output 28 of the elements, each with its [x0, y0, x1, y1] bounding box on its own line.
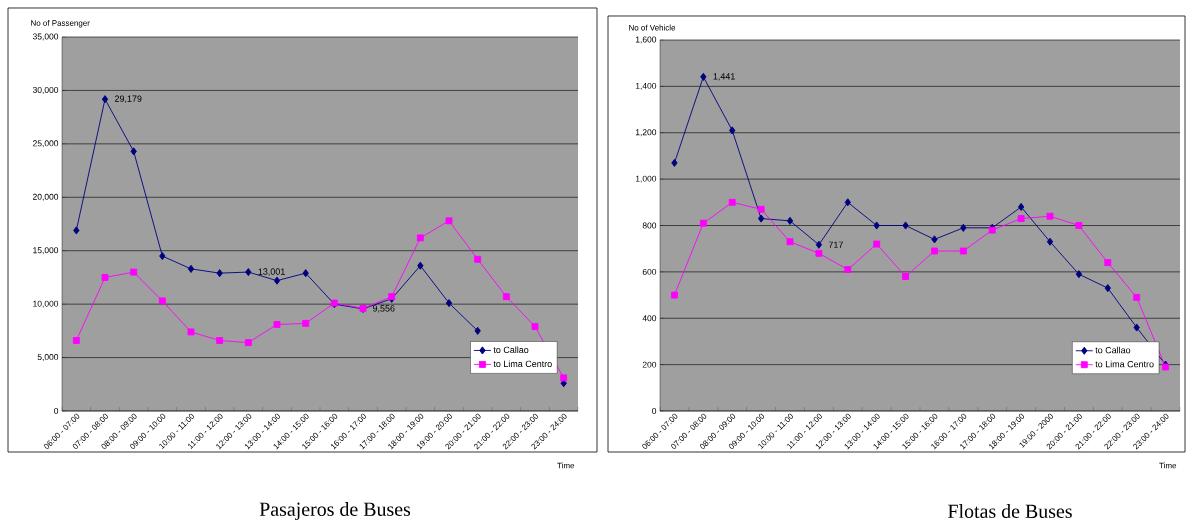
y-tick-label: 0 [54, 408, 59, 414]
data-label: 9,556 [372, 305, 395, 313]
legend-label: to Callao [493, 346, 529, 354]
legend-label: to Lima Centro [1095, 360, 1154, 368]
y-tick-label: 30,000 [32, 86, 59, 94]
y-tick-label: 10,000 [33, 300, 59, 308]
y-tick-label: 1,000 [635, 175, 657, 183]
data-label: 29,179 [114, 95, 142, 103]
y-tick-label: 200 [642, 361, 657, 368]
text: Pasajeros de Buses [259, 501, 411, 521]
y-tick-label: 1,200 [635, 129, 657, 137]
text: Flotas de Buses [948, 503, 1072, 518]
y-tick-label: 5,000 [37, 354, 59, 362]
y-tick-label: 25,000 [33, 140, 59, 148]
y-tick-label: 35,000 [32, 33, 59, 41]
data-label: 1,441 [713, 73, 735, 81]
y-tick-label: 20,000 [33, 193, 59, 201]
data-label: 13,001 [258, 268, 285, 276]
legend-label: to Callao [1095, 346, 1131, 354]
legend-label: to Lima Centro [493, 360, 552, 368]
y-tick-label: 0 [652, 408, 657, 414]
y-tick-label: 15,000 [33, 247, 59, 255]
y-tick-label: 400 [642, 315, 657, 322]
data-label: 717 [828, 241, 843, 248]
y-tick-label: 1,600 [635, 36, 657, 44]
y-tick-label: 800 [642, 222, 657, 229]
y-tick-label: 600 [642, 268, 657, 275]
y-tick-label: 1,400 [635, 82, 657, 90]
